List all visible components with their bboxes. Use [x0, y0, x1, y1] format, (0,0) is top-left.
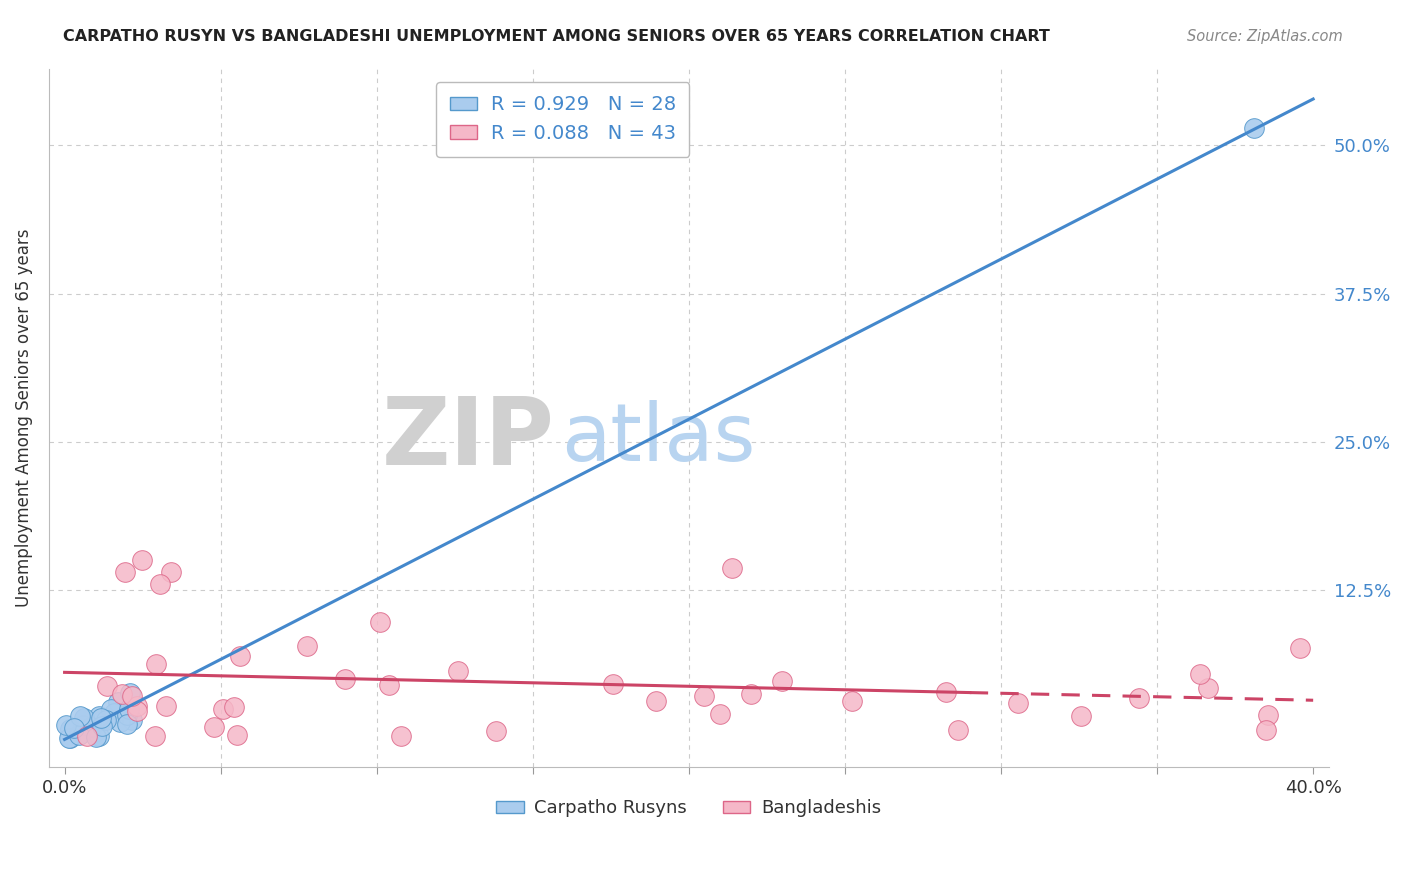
- Point: [841, 694, 863, 708]
- Point: [110, 688, 132, 702]
- Point: [58, 731, 80, 745]
- Point: [121, 689, 143, 703]
- Point: [1128, 691, 1150, 706]
- Point: [114, 565, 136, 579]
- Point: [118, 686, 141, 700]
- Point: [55, 718, 77, 732]
- Point: [89, 711, 111, 725]
- Point: [115, 707, 138, 722]
- Point: [740, 688, 762, 702]
- Point: [447, 664, 470, 678]
- Y-axis label: Unemployment Among Seniors over 65 years: Unemployment Among Seniors over 65 years: [15, 228, 32, 607]
- Text: CARPATHO RUSYN VS BANGLADESHI UNEMPLOYMENT AMONG SENIORS OVER 65 YEARS CORRELATI: CARPATHO RUSYN VS BANGLADESHI UNEMPLOYME…: [63, 29, 1050, 45]
- Point: [108, 714, 131, 729]
- Point: [127, 704, 149, 718]
- Point: [69, 709, 91, 723]
- Point: [117, 702, 139, 716]
- Point: [946, 723, 969, 737]
- Point: [84, 730, 107, 744]
- Point: [368, 615, 391, 629]
- Point: [1257, 708, 1279, 723]
- Text: atlas: atlas: [561, 400, 755, 478]
- Legend: Carpatho Rusyns, Bangladeshis: Carpatho Rusyns, Bangladeshis: [489, 792, 889, 824]
- Point: [87, 708, 110, 723]
- Point: [202, 720, 225, 734]
- Point: [67, 728, 90, 742]
- Point: [59, 723, 82, 737]
- Point: [377, 678, 399, 692]
- Point: [155, 698, 177, 713]
- Point: [90, 713, 112, 727]
- Point: [1243, 120, 1265, 135]
- Point: [127, 699, 149, 714]
- Point: [87, 729, 110, 743]
- Point: [96, 679, 118, 693]
- Point: [100, 702, 122, 716]
- Point: [80, 720, 103, 734]
- Point: [935, 684, 957, 698]
- Point: [91, 719, 114, 733]
- Point: [107, 695, 129, 709]
- Point: [58, 731, 80, 745]
- Text: Source: ZipAtlas.com: Source: ZipAtlas.com: [1187, 29, 1343, 45]
- Point: [83, 725, 105, 739]
- Point: [1007, 696, 1029, 710]
- Point: [721, 561, 744, 575]
- Point: [1189, 667, 1212, 681]
- Text: ZIP: ZIP: [381, 392, 554, 485]
- Point: [335, 672, 357, 686]
- Point: [149, 576, 172, 591]
- Point: [693, 689, 716, 703]
- Point: [1254, 723, 1277, 737]
- Point: [73, 711, 96, 725]
- Point: [770, 673, 793, 688]
- Point: [72, 718, 94, 732]
- Point: [62, 721, 84, 735]
- Point: [1197, 681, 1219, 695]
- Point: [1289, 640, 1312, 655]
- Point: [295, 639, 318, 653]
- Point: [131, 553, 153, 567]
- Point: [121, 713, 143, 727]
- Point: [1070, 708, 1092, 723]
- Point: [143, 729, 166, 743]
- Point: [645, 694, 668, 708]
- Point: [485, 724, 508, 739]
- Point: [228, 648, 250, 663]
- Point: [225, 728, 247, 742]
- Point: [76, 730, 98, 744]
- Point: [160, 565, 183, 579]
- Point: [602, 677, 624, 691]
- Point: [145, 657, 167, 671]
- Point: [212, 702, 235, 716]
- Point: [115, 716, 138, 731]
- Point: [103, 706, 125, 721]
- Point: [389, 729, 412, 743]
- Point: [709, 706, 731, 721]
- Point: [224, 699, 246, 714]
- Point: [94, 713, 117, 727]
